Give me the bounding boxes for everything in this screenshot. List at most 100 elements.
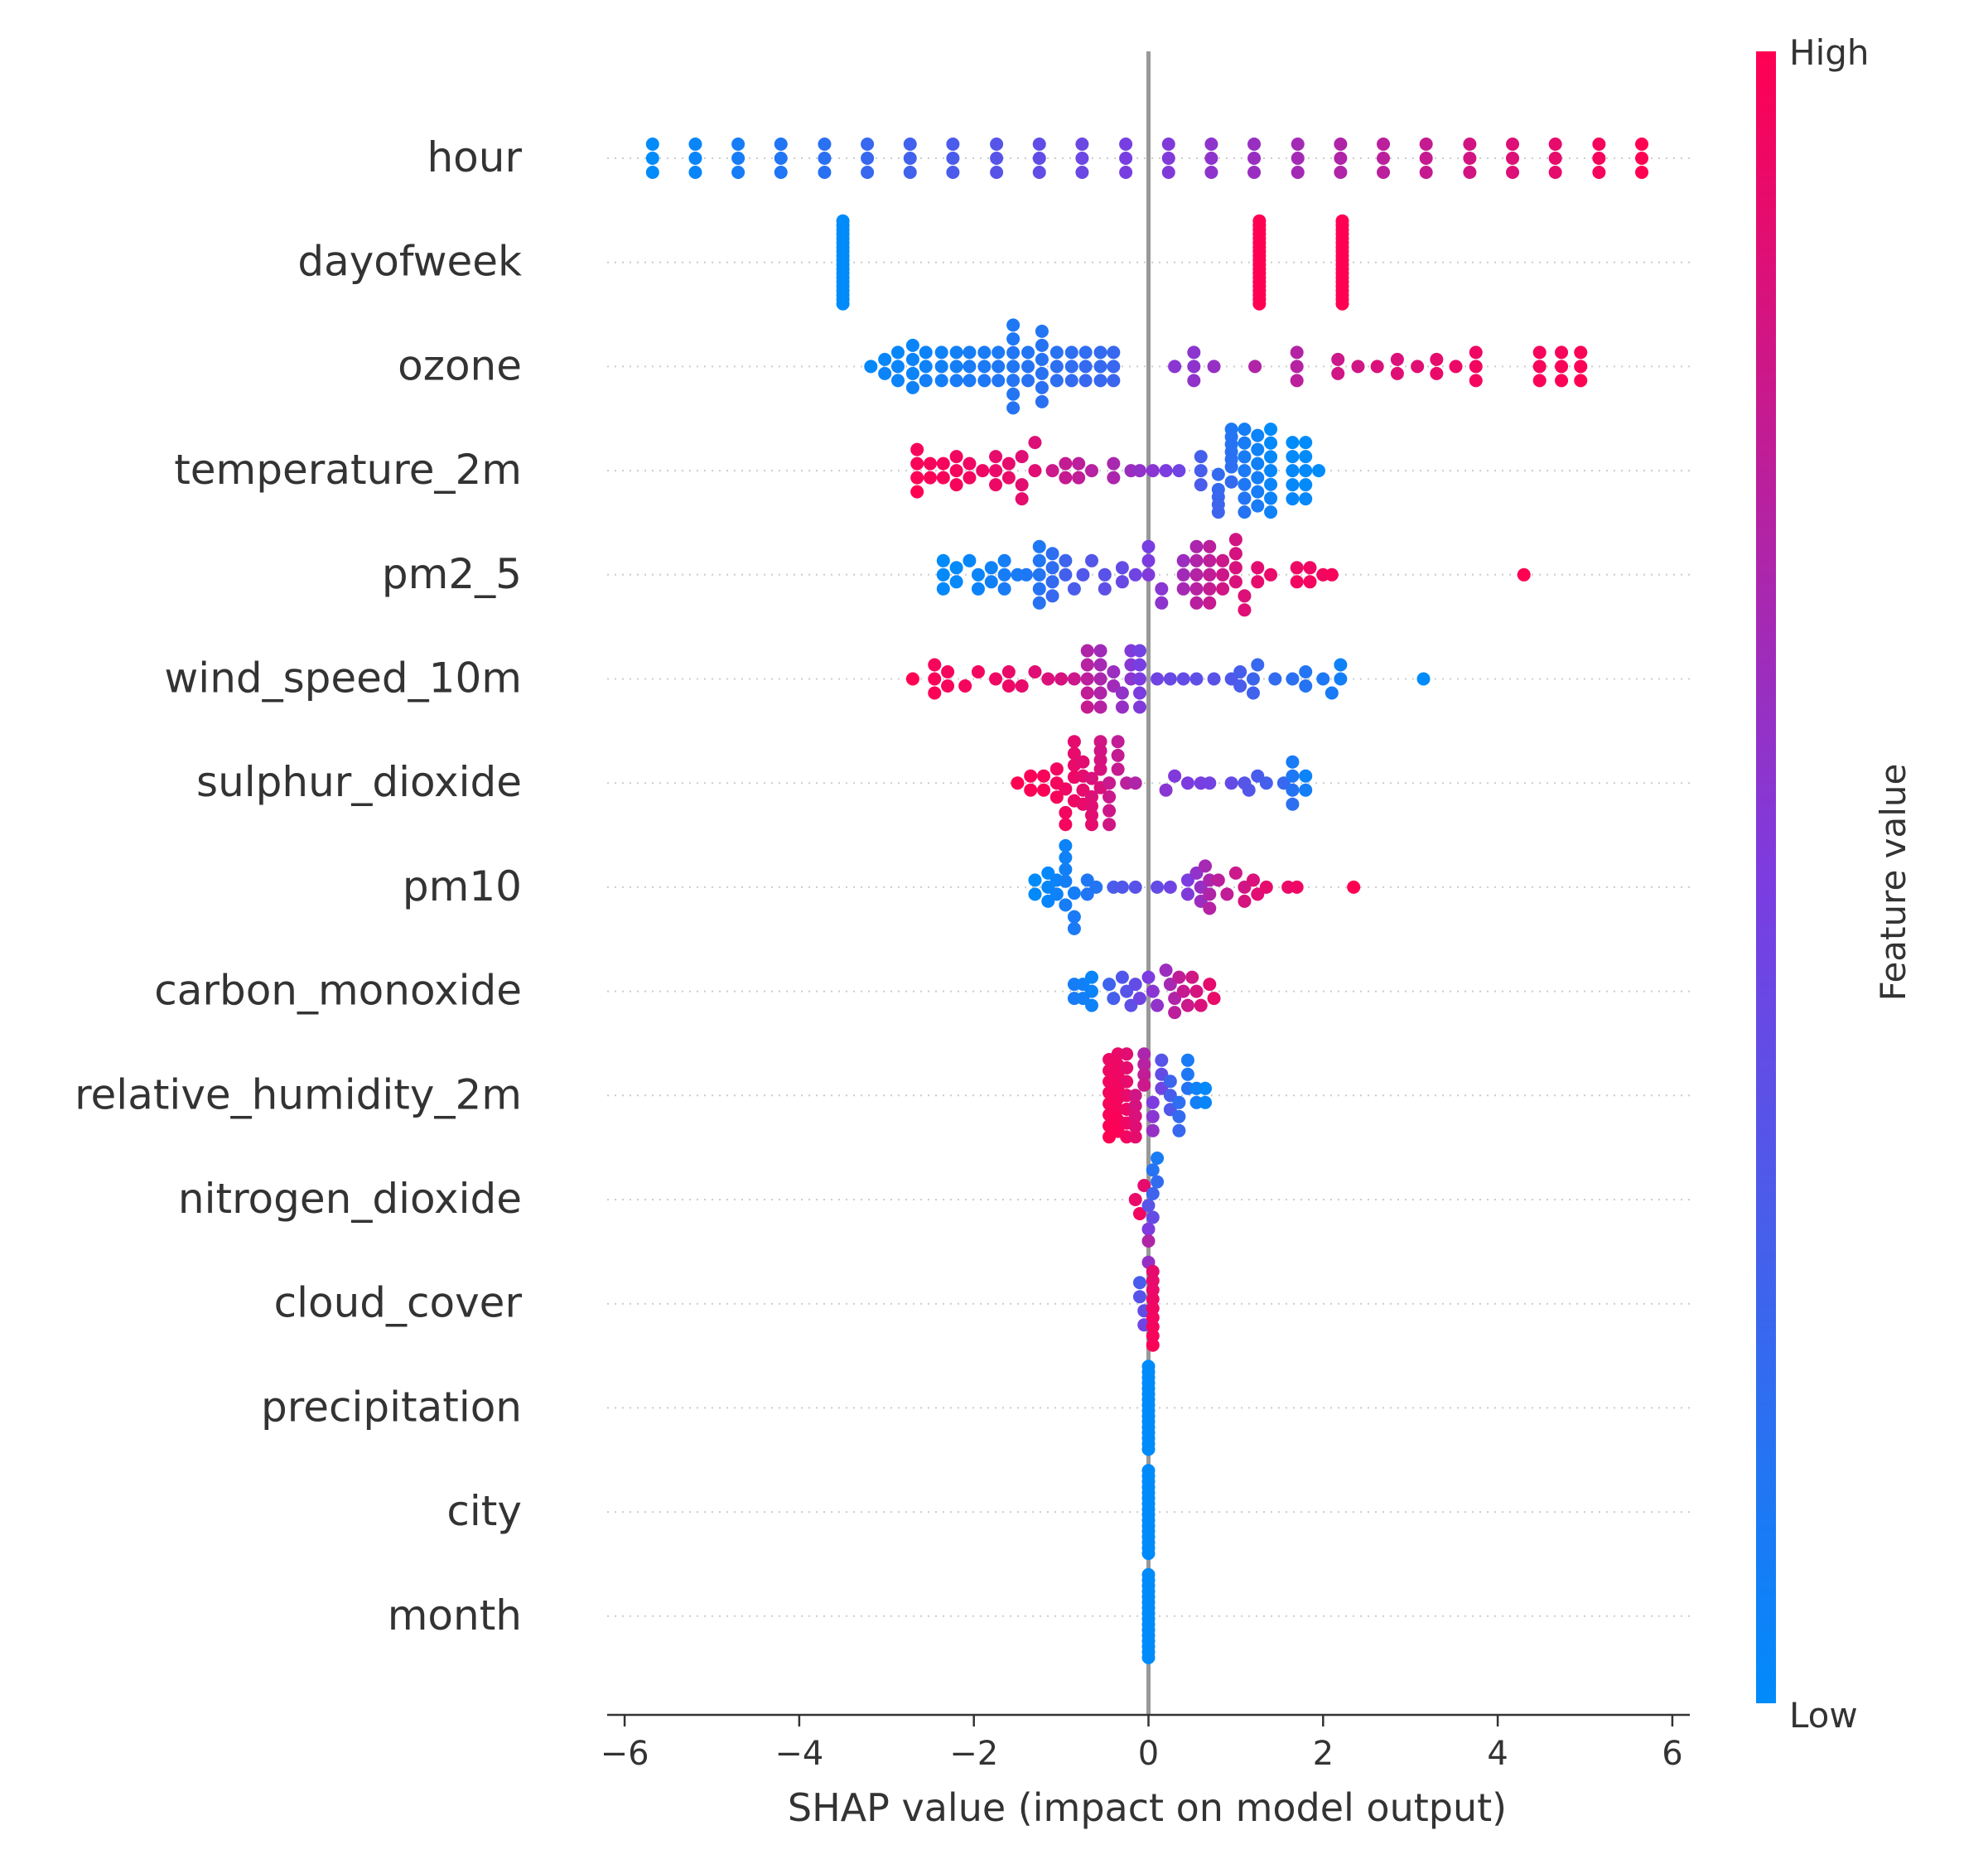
shap-dot	[1532, 360, 1546, 374]
shap-dot	[1180, 776, 1194, 790]
shap-dot	[1291, 152, 1305, 165]
shap-dot	[1207, 360, 1221, 374]
shap-dot	[1006, 318, 1021, 332]
shap-dot	[910, 442, 924, 456]
shap-dot	[1204, 152, 1218, 165]
shap-dot	[1238, 464, 1252, 478]
shap-dot	[1247, 166, 1262, 179]
shap-dot	[1635, 138, 1649, 151]
shap-dot	[949, 464, 963, 478]
shap-dot	[1290, 880, 1304, 894]
shap-dot	[949, 374, 963, 388]
shap-dot	[958, 679, 972, 693]
shap-dot	[1216, 567, 1230, 582]
shap-dot	[1180, 1053, 1194, 1067]
shap-dot	[1155, 596, 1169, 610]
shap-dot	[1238, 589, 1252, 603]
shap-dot	[1286, 797, 1300, 811]
shap-dot	[1264, 491, 1278, 505]
shap-dot	[919, 360, 933, 374]
shap-dot	[963, 345, 977, 360]
shap-dot	[1032, 582, 1046, 596]
shap-dot	[1228, 561, 1242, 575]
shap-dot	[1093, 735, 1107, 749]
shap-dot	[903, 166, 917, 179]
shap-dot	[1204, 166, 1218, 179]
shap-dot	[1238, 423, 1252, 437]
shap-dot	[1463, 152, 1477, 165]
shap-dot	[941, 665, 955, 678]
shap-dot	[1189, 582, 1204, 596]
shap-dot	[1093, 744, 1107, 758]
shap-dot	[1251, 428, 1265, 442]
shap-dot	[1303, 561, 1317, 575]
shap-dot	[1199, 1095, 1213, 1109]
shap-dot	[818, 152, 832, 165]
shap-dot	[949, 478, 963, 492]
shap-dot	[1203, 567, 1217, 582]
shap-dot	[1247, 152, 1262, 165]
shap-dot	[1006, 360, 1021, 374]
shap-dot	[1146, 464, 1160, 478]
shap-dot	[1067, 746, 1081, 761]
shap-dot	[1049, 345, 1064, 360]
shap-dot	[1189, 553, 1204, 567]
shap-dot	[910, 456, 924, 471]
shap-dot	[1351, 360, 1365, 374]
shap-dot	[1203, 596, 1217, 610]
shap-dot	[903, 138, 917, 151]
shap-dot	[949, 360, 963, 374]
shap-dot	[1155, 1053, 1169, 1067]
shap-dot	[1084, 771, 1098, 785]
shap-dot	[1325, 686, 1339, 700]
shap-dot	[1180, 887, 1194, 901]
shap-dot	[1146, 1311, 1160, 1325]
shap-dot	[1064, 345, 1078, 360]
shap-dot	[971, 567, 985, 582]
shap-dot	[977, 360, 992, 374]
shap-dot	[1059, 874, 1073, 888]
shap-dot	[1141, 1547, 1156, 1561]
shap-dot	[1128, 1193, 1142, 1206]
shap-dot	[1035, 394, 1049, 408]
shap-dot	[1155, 582, 1169, 596]
shap-dot	[1299, 769, 1313, 783]
shap-dot	[1168, 360, 1182, 374]
shap-dot	[971, 582, 985, 596]
shap-dot	[1299, 492, 1313, 506]
shap-dot	[1419, 166, 1433, 179]
shap-dot	[1001, 679, 1016, 693]
shap-dot	[963, 553, 977, 567]
shap-dot	[1015, 478, 1029, 492]
shap-dot	[1216, 553, 1230, 567]
shap-dot	[1035, 338, 1049, 352]
feature-label: temperature_2m	[174, 446, 522, 494]
shap-dot	[1059, 838, 1073, 852]
shap-dot	[1059, 456, 1073, 471]
shap-dot	[1072, 456, 1086, 471]
shap-dot	[1093, 672, 1107, 686]
shap-dot	[1299, 478, 1313, 492]
shap-dot	[905, 672, 919, 686]
feature-label: city	[446, 1487, 522, 1535]
shap-dot	[1049, 887, 1064, 901]
shap-dot	[861, 138, 875, 151]
shap-dot	[946, 166, 960, 179]
x-tick-label: 4	[1487, 1735, 1508, 1773]
shap-dot	[1059, 805, 1073, 819]
shap-dot	[1115, 561, 1129, 575]
shap-dot	[1463, 138, 1477, 151]
shap-dot	[1093, 658, 1107, 672]
shap-dot	[992, 374, 1006, 388]
shap-dot	[1159, 464, 1173, 478]
shap-dot	[688, 152, 702, 165]
shap-dot	[774, 138, 788, 151]
shap-dot	[1111, 735, 1125, 749]
shap-dot	[1211, 505, 1225, 519]
shap-dot	[1264, 450, 1278, 464]
shap-dot	[645, 166, 659, 179]
shap-dot	[1203, 553, 1217, 567]
shap-dot	[1290, 345, 1304, 360]
shap-dot	[1419, 152, 1433, 165]
shap-dot	[1286, 755, 1300, 769]
